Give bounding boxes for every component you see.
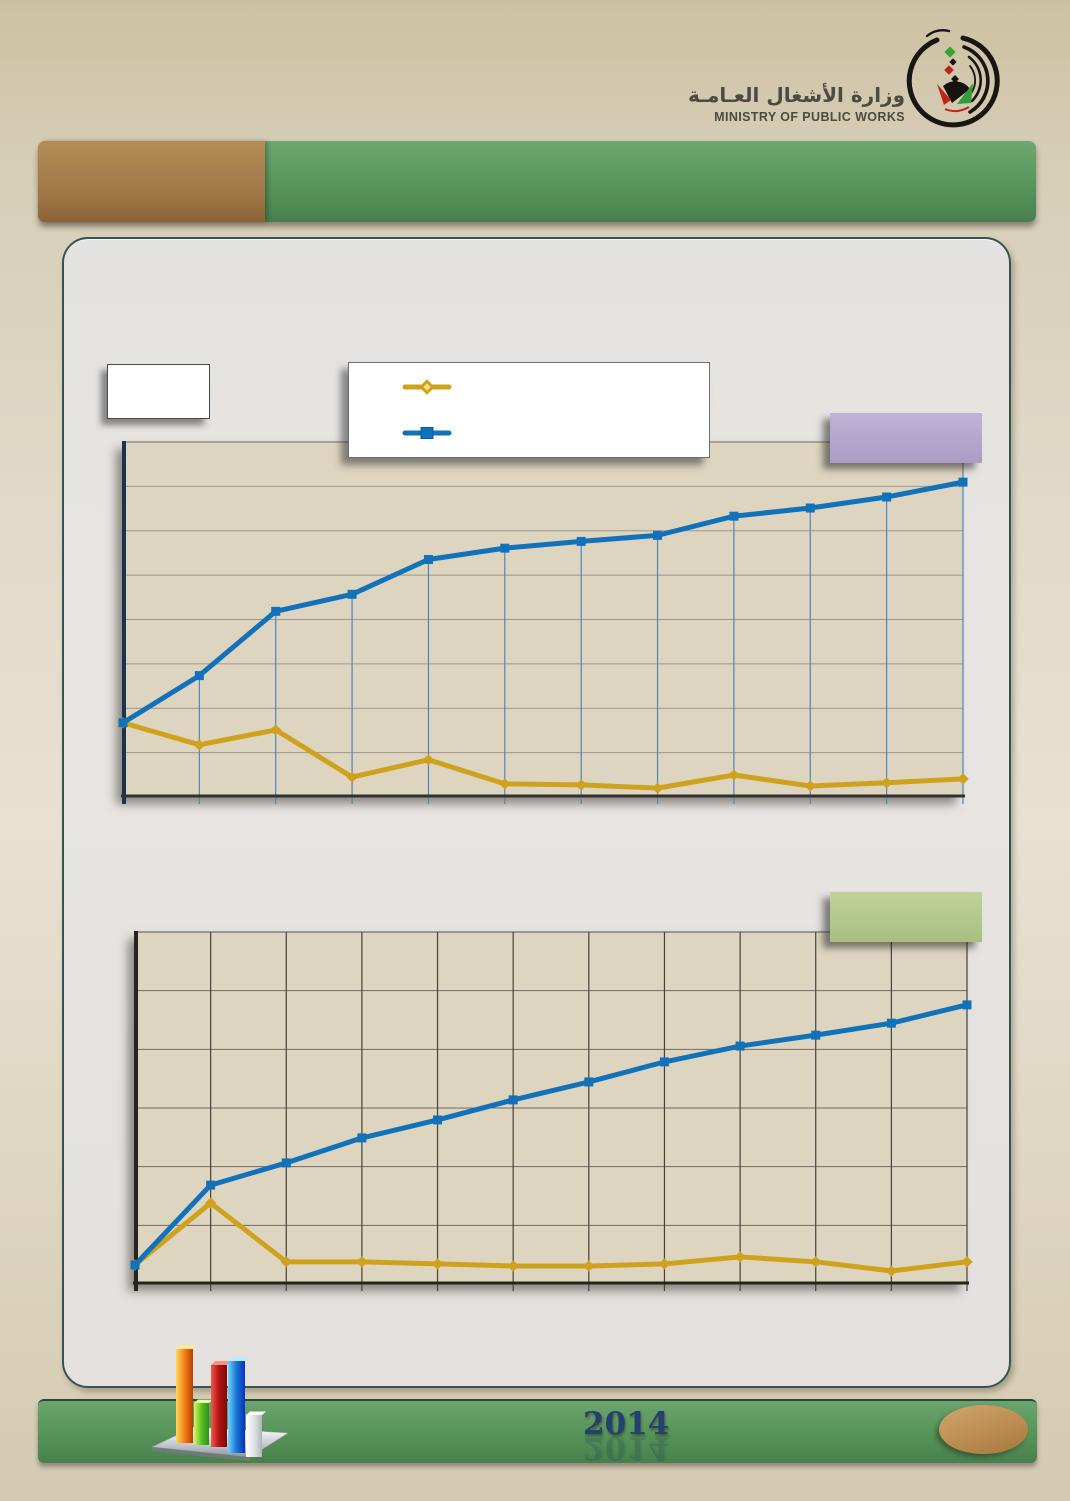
footer-year-text: 2014 [583,1406,670,1442]
header-bar [38,141,1036,222]
blue-square-series [130,1000,972,1270]
footer-year-reflection: 2014 [583,1430,670,1466]
chart1-side-label-box [107,364,210,419]
logo-red-sail [937,84,951,105]
logo-fan-shape [943,81,970,103]
blue-square-series [118,477,968,728]
page-number-ellipse [939,1405,1028,1454]
chart1-plot-area [117,441,969,804]
logo-arabic-title: وزارة الأشغال العـامـة [688,83,905,107]
logo-red-diamond [944,65,954,75]
chart2-title-box [830,892,982,942]
logo-english-title: MINISTRY OF PUBLIC WORKS [714,110,905,124]
header-accent-box [38,141,265,222]
ministry-logo-text: وزارة الأشغال العـامـة MINISTRY OF PUBLI… [605,82,905,126]
logo-black-diamond [949,58,957,66]
chart1-title-box [830,413,982,463]
logo-green-sail [957,83,973,104]
legend-markers [402,379,452,439]
bars-icon-bars [176,1345,266,1457]
footer-year: 2014 2014 [583,1406,670,1466]
chart-legend-box [348,362,710,458]
chart2-plot-area [129,931,973,1291]
bar-chart-3d-icon [151,1345,289,1461]
logo-red-curve [944,106,970,113]
logo-green-diamond [944,46,956,58]
ministry-logo-icon [906,28,1000,128]
